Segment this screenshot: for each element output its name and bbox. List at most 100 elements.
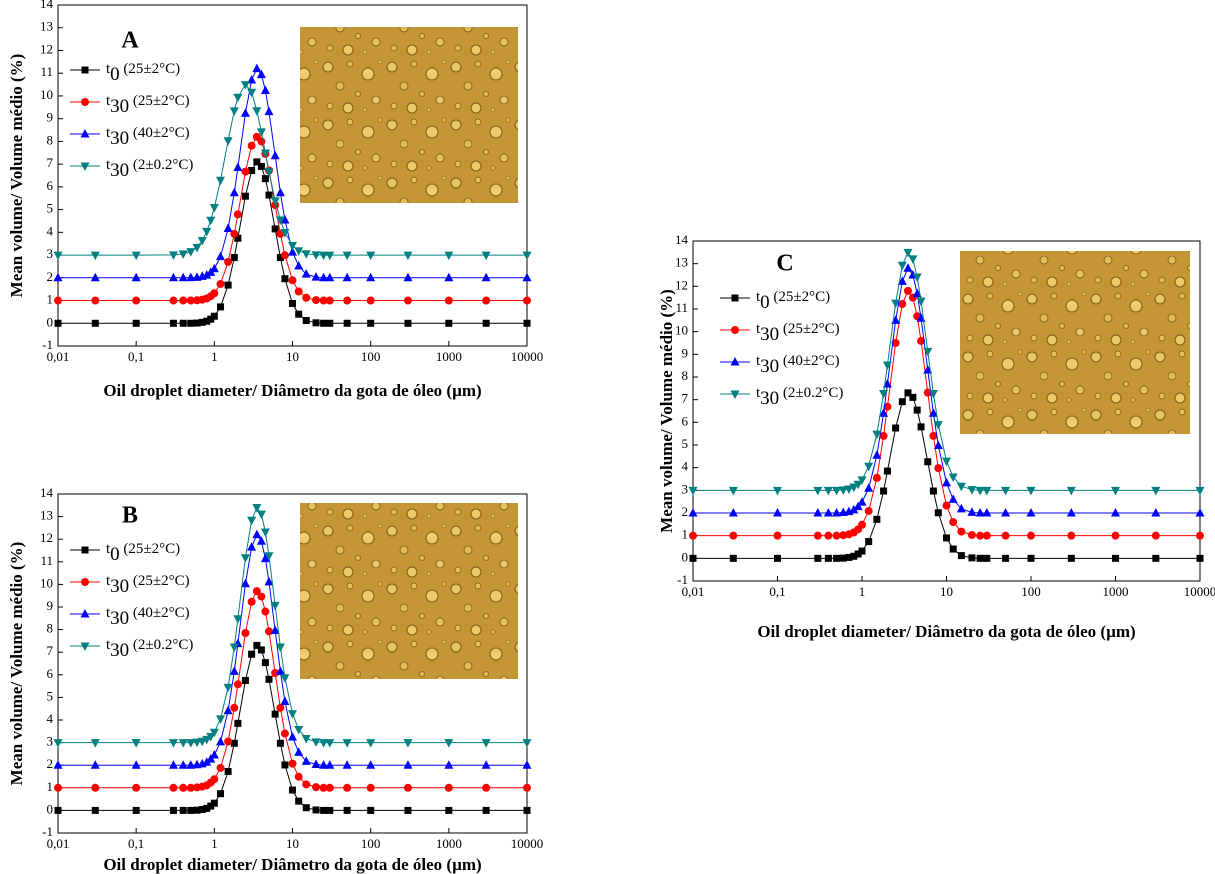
data-point xyxy=(271,710,279,718)
data-point xyxy=(241,676,249,684)
y-tick-label: 6 xyxy=(47,178,54,193)
data-point xyxy=(879,408,889,417)
data-point xyxy=(91,783,100,792)
data-point xyxy=(230,739,238,747)
data-point xyxy=(224,768,232,776)
data-point xyxy=(366,272,376,282)
x-tick-label: 0,01 xyxy=(47,836,70,851)
data-point xyxy=(202,227,212,237)
data-point xyxy=(956,503,966,513)
data-point xyxy=(1026,508,1036,517)
data-point xyxy=(912,273,922,283)
data-point xyxy=(295,797,303,805)
data-point xyxy=(444,296,453,305)
data-point xyxy=(294,747,304,756)
legend-label: t30 (25±2°C) xyxy=(106,573,190,597)
data-point xyxy=(923,347,933,357)
data-point xyxy=(252,107,262,116)
data-point xyxy=(168,251,178,260)
data-point xyxy=(823,486,833,496)
data-point xyxy=(342,739,352,748)
data-point xyxy=(928,390,938,399)
data-point xyxy=(325,296,334,305)
data-point xyxy=(216,279,225,288)
data-point xyxy=(131,272,141,282)
data-point xyxy=(264,627,273,636)
data-point xyxy=(256,128,266,137)
x-tick-label: 10 xyxy=(286,349,299,364)
data-point xyxy=(523,296,531,305)
data-point xyxy=(688,486,698,496)
data-point xyxy=(216,251,226,261)
data-point xyxy=(216,176,226,186)
data-point xyxy=(280,229,290,238)
data-point xyxy=(849,483,859,493)
data-point xyxy=(838,486,848,495)
data-point xyxy=(270,150,280,160)
data-point xyxy=(933,440,943,449)
data-point xyxy=(90,760,100,769)
y-tick-label: -1 xyxy=(42,337,53,352)
legend-label: t30 (2±0.2°C) xyxy=(106,157,193,181)
data-point xyxy=(949,518,958,527)
x-tick-label: 100 xyxy=(361,836,381,851)
x-tick-label: 1 xyxy=(211,836,218,851)
y-tick-label: 8 xyxy=(682,368,689,383)
data-point xyxy=(168,760,178,769)
data-point xyxy=(853,480,863,490)
data-point xyxy=(179,319,187,327)
legend-marker xyxy=(81,98,89,106)
data-point xyxy=(168,272,178,282)
y-tick-label: 11 xyxy=(675,300,688,315)
data-point xyxy=(1001,486,1011,496)
data-point xyxy=(90,251,100,261)
data-point xyxy=(917,423,925,431)
data-point xyxy=(343,319,351,327)
data-point xyxy=(302,317,310,325)
data-point xyxy=(233,93,243,103)
data-point xyxy=(288,731,297,741)
data-point xyxy=(169,296,178,305)
data-point xyxy=(882,379,892,388)
data-point xyxy=(864,483,874,492)
data-point xyxy=(186,760,196,769)
data-point xyxy=(187,319,195,327)
data-point xyxy=(206,732,216,742)
data-point xyxy=(482,296,491,305)
data-point xyxy=(302,804,310,812)
data-point xyxy=(186,248,196,257)
data-point xyxy=(319,272,329,282)
data-point xyxy=(403,296,412,305)
y-tick-label: 9 xyxy=(682,345,689,360)
data-point xyxy=(223,705,233,715)
data-point xyxy=(366,739,376,748)
data-point xyxy=(1066,508,1076,517)
data-point xyxy=(1001,508,1011,517)
data-point xyxy=(879,431,888,440)
data-point xyxy=(275,187,285,197)
data-point xyxy=(824,531,833,540)
data-point xyxy=(197,237,207,246)
data-point xyxy=(982,531,991,540)
data-point xyxy=(898,300,907,309)
data-point xyxy=(54,296,62,305)
data-point xyxy=(342,251,352,261)
data-point xyxy=(193,319,201,327)
data-point xyxy=(257,592,266,601)
data-point xyxy=(967,507,977,516)
data-point xyxy=(891,315,901,324)
x-tick-label: 0,01 xyxy=(47,349,70,364)
data-point xyxy=(230,254,238,262)
y-axis-title: Mean volume/ Volume médio (%) xyxy=(7,542,26,786)
data-point xyxy=(522,760,532,769)
x-tick-label: 100 xyxy=(1021,584,1041,599)
y-tick-label: 1 xyxy=(47,779,54,794)
data-point xyxy=(241,628,250,637)
data-point xyxy=(179,783,188,792)
data-point xyxy=(849,504,859,514)
data-point xyxy=(186,296,195,305)
data-point xyxy=(240,554,250,563)
data-point xyxy=(294,287,303,296)
data-point xyxy=(928,408,938,417)
data-point xyxy=(319,251,329,261)
